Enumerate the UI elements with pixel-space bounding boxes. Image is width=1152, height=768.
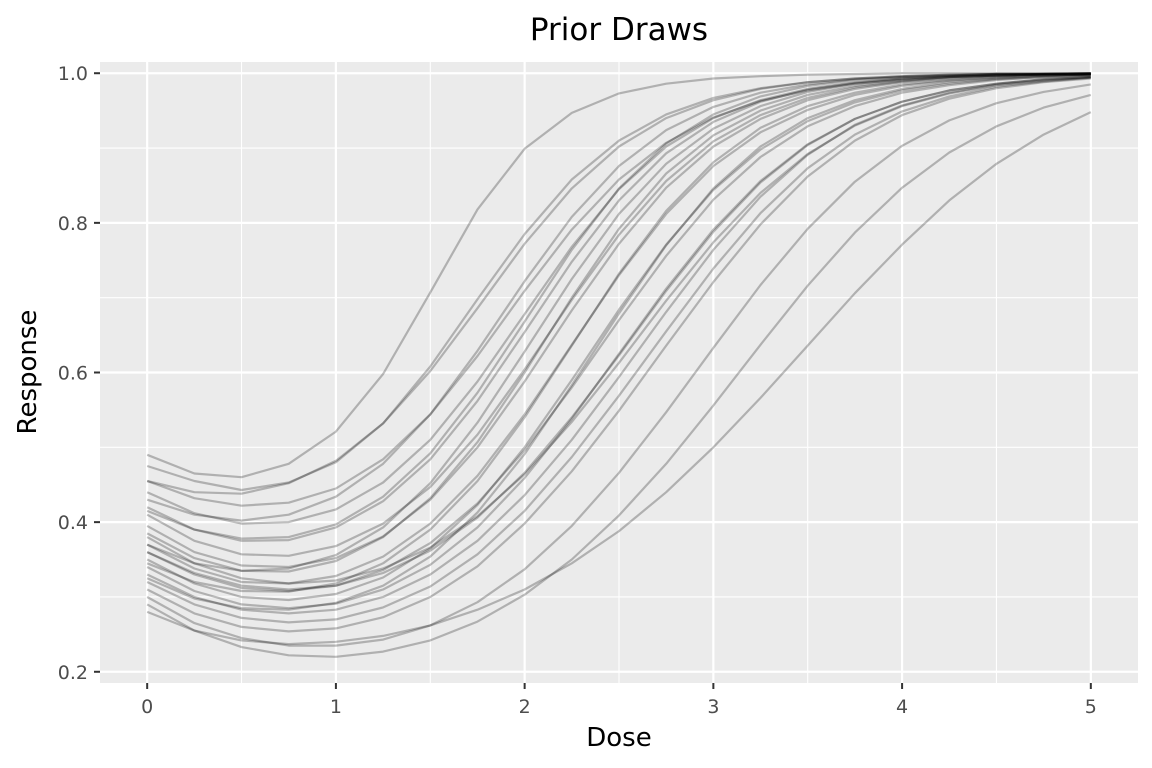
draw-line-0 bbox=[146, 72, 1091, 479]
y-axis: 0.2 0.4 0.6 0.8 1.0 bbox=[58, 63, 100, 684]
draw-line-9 bbox=[146, 74, 1091, 593]
x-tick-label-1: 1 bbox=[330, 696, 342, 718]
draw-line-2 bbox=[146, 72, 1091, 507]
draw-line-25 bbox=[146, 72, 1091, 572]
draw-line-21 bbox=[146, 73, 1091, 593]
draw-line-22 bbox=[146, 75, 1091, 591]
x-tick-label-4: 4 bbox=[896, 696, 908, 718]
y-tick-label-4: 1.0 bbox=[58, 63, 88, 85]
draw-line-14 bbox=[146, 77, 1091, 633]
draw-line-4 bbox=[146, 72, 1091, 542]
draw-line-18 bbox=[146, 72, 1091, 495]
x-axis-title: Dose bbox=[586, 723, 651, 753]
draw-line-23 bbox=[146, 73, 1091, 611]
draw-line-11 bbox=[146, 75, 1091, 610]
x-tick-label-0: 0 bbox=[141, 696, 153, 718]
draw-line-3 bbox=[146, 72, 1091, 525]
y-tick-label-0: 0.2 bbox=[58, 662, 88, 684]
y-tick-label-1: 0.4 bbox=[58, 512, 88, 534]
draw-line-10 bbox=[146, 74, 1091, 602]
draw-line-19 bbox=[146, 72, 1091, 522]
x-tick-label-5: 5 bbox=[1085, 696, 1097, 718]
draw-line-6 bbox=[146, 72, 1091, 569]
draw-line-17 bbox=[146, 111, 1092, 646]
draw-line-20 bbox=[146, 76, 1091, 585]
x-tick-label-2: 2 bbox=[519, 696, 531, 718]
y-tick-label-2: 0.6 bbox=[58, 363, 88, 385]
draw-lines bbox=[146, 72, 1092, 658]
draw-line-8 bbox=[146, 73, 1091, 585]
y-tick-label-3: 0.8 bbox=[58, 213, 88, 235]
minor-gridlines bbox=[100, 62, 1138, 683]
major-gridlines bbox=[100, 62, 1138, 683]
draw-line-12 bbox=[146, 75, 1091, 615]
draw-line-13 bbox=[146, 76, 1091, 624]
x-axis: 0 1 2 3 4 5 bbox=[141, 683, 1097, 718]
x-tick-label-3: 3 bbox=[707, 696, 719, 718]
y-axis-title: Response bbox=[13, 310, 43, 435]
draw-line-24 bbox=[146, 72, 1091, 540]
draw-line-16 bbox=[146, 93, 1092, 658]
draw-line-1 bbox=[146, 72, 1091, 492]
draw-line-5 bbox=[146, 72, 1091, 557]
draw-line-7 bbox=[146, 72, 1091, 573]
chart-title: Prior Draws bbox=[530, 12, 708, 48]
draw-line-15 bbox=[146, 83, 1091, 647]
